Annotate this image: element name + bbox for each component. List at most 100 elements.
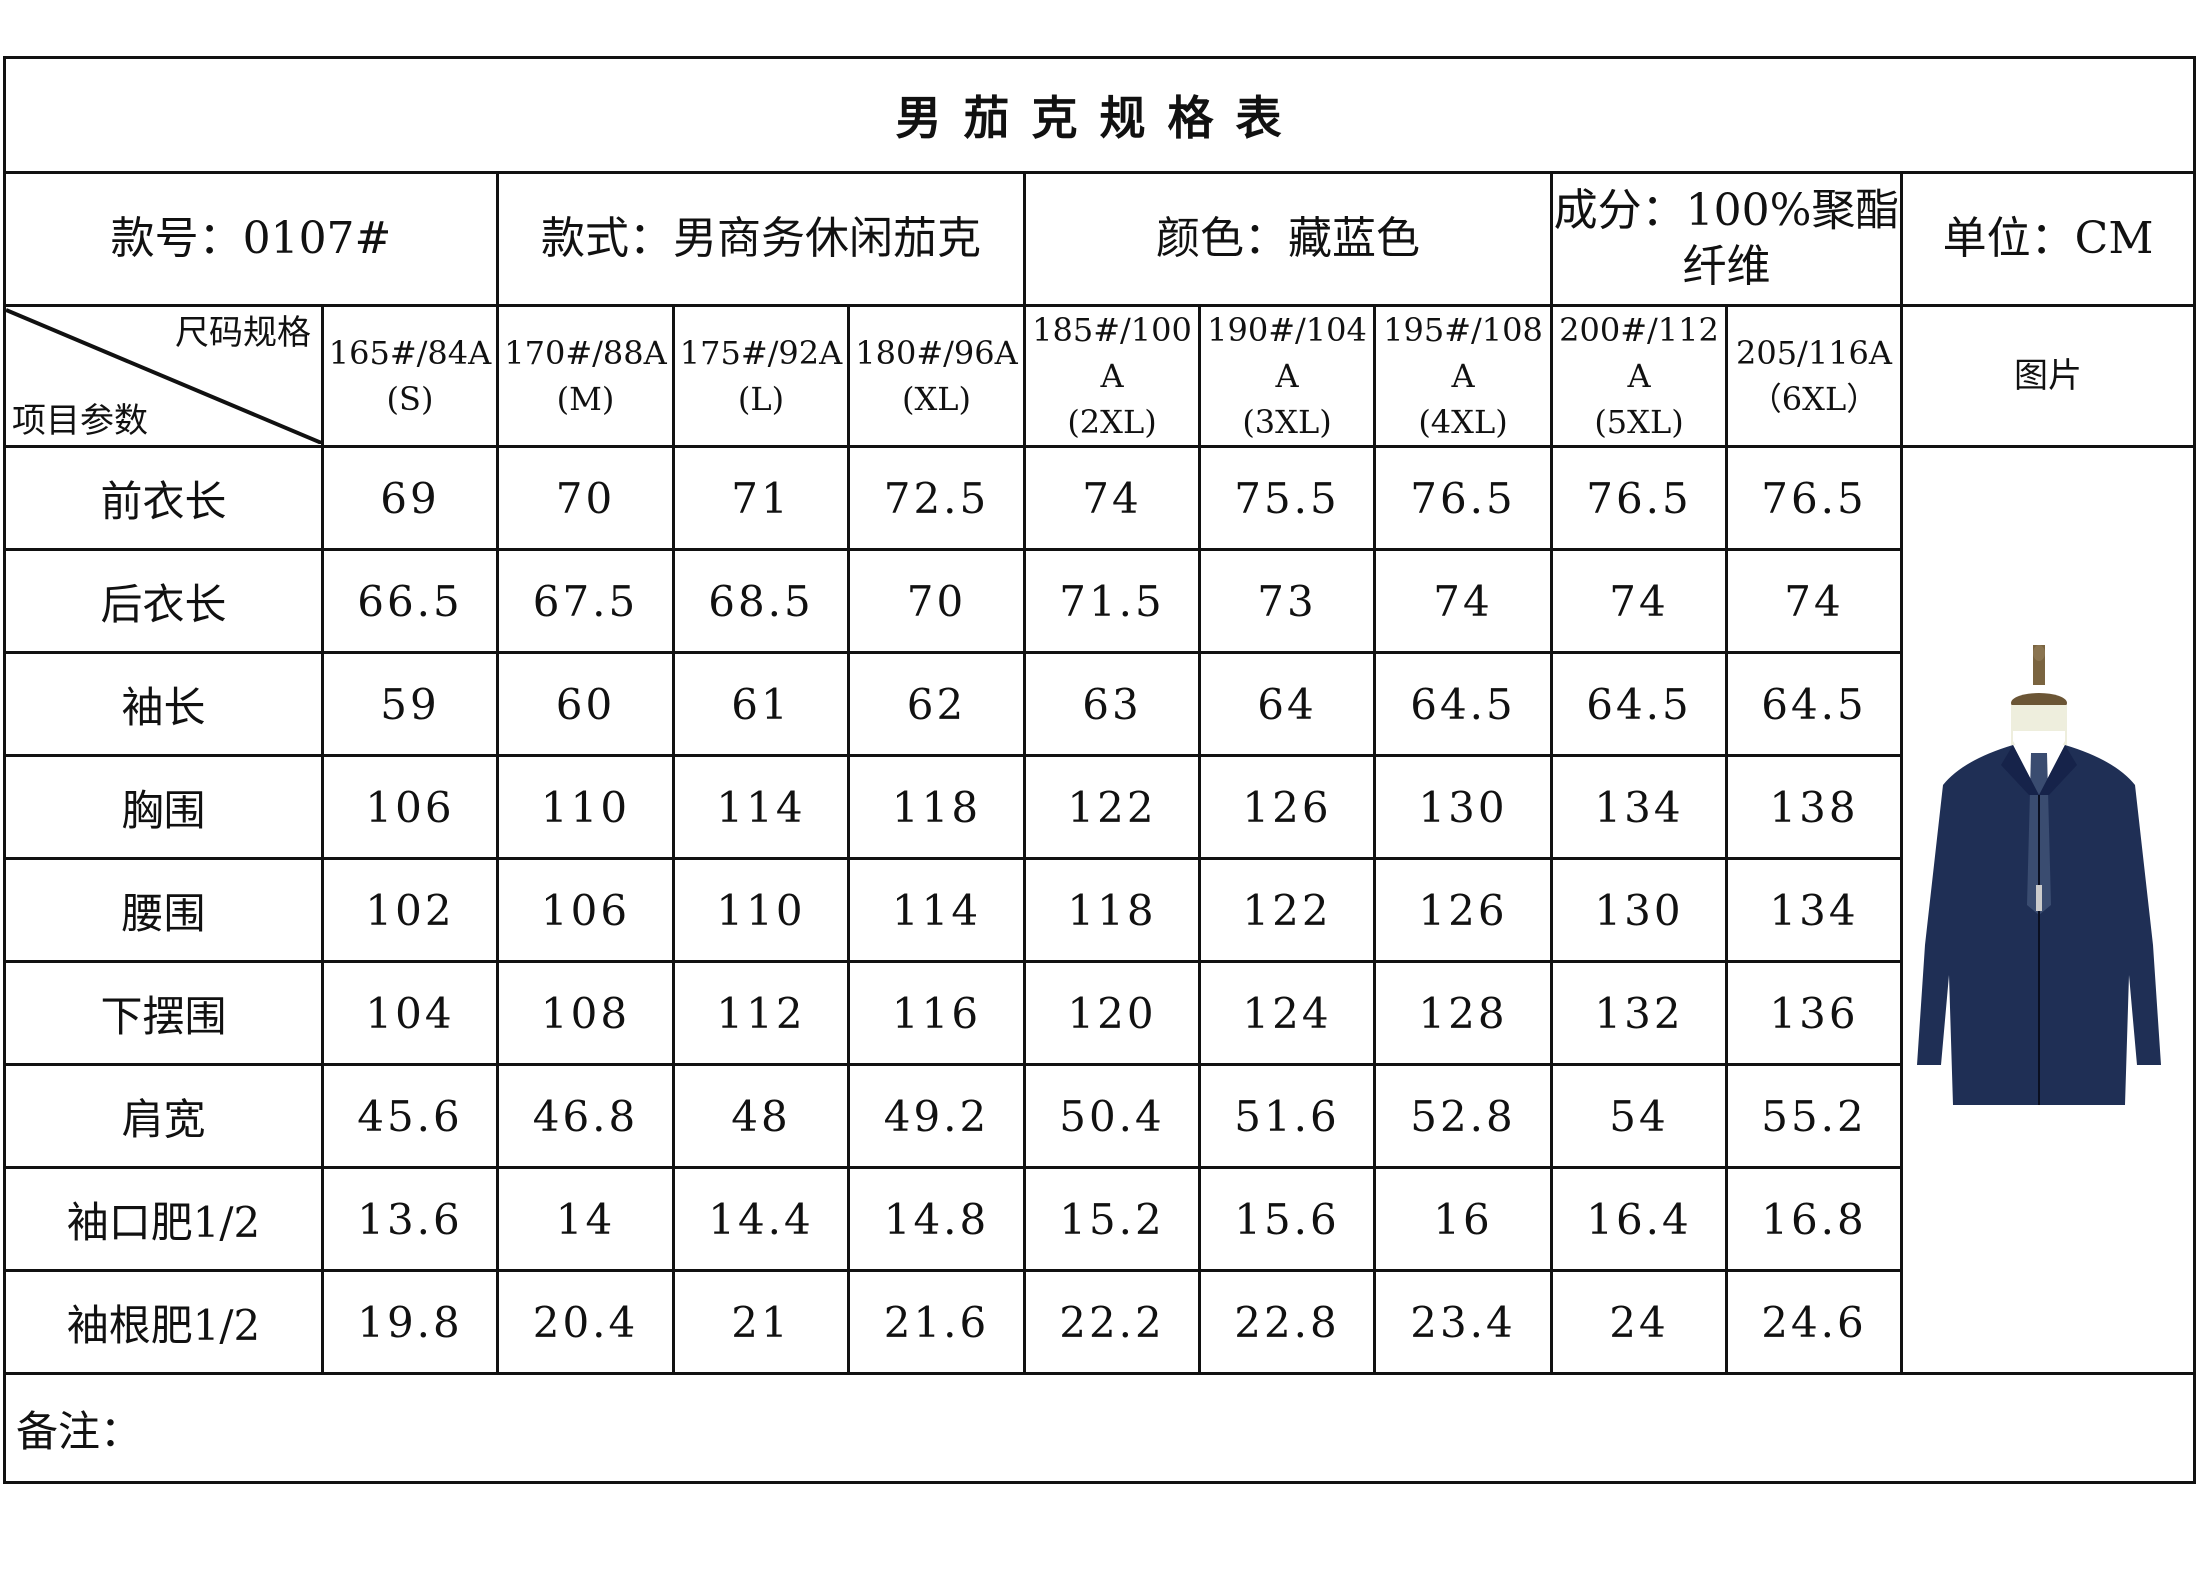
- table-cell: 74: [1725, 548, 1903, 654]
- table-cell: 126: [1373, 857, 1553, 963]
- table-cell: 70: [847, 548, 1026, 654]
- table-row: 袖根肥1/2 19.8 20.4 21 21.6 22.2 22.8 23.4 24 24.6: [3, 1269, 2195, 1375]
- table-cell: 76.5: [1725, 445, 1903, 551]
- table-row: 下摆围 104 108 112 116 120 124 128 132 136: [3, 960, 2195, 1066]
- table-cell: 49.2: [847, 1063, 1026, 1169]
- row-label: 腰围: [3, 857, 324, 963]
- table-cell: 130: [1373, 754, 1553, 860]
- table-cell: 71.5: [1023, 548, 1201, 654]
- table-cell: 110: [672, 857, 850, 963]
- size-header-line: (3XL): [1242, 403, 1332, 441]
- table-cell: 72.5: [847, 445, 1026, 551]
- size-header-line: 165#/84A: [328, 334, 492, 372]
- table-cell: 112: [672, 960, 850, 1066]
- size-header-line: (M): [556, 380, 615, 418]
- table-title: 男茄克规格表: [2, 56, 2196, 174]
- table-cell: 14.4: [672, 1166, 850, 1272]
- size-header-line: A: [1100, 357, 1124, 395]
- size-header-line: 195#/108: [1383, 311, 1543, 349]
- parameter-label: 项目参数: [12, 401, 148, 441]
- size-header: 190#/104 A (3XL): [1198, 304, 1376, 448]
- size-header: 185#/100 A (2XL): [1023, 304, 1201, 448]
- table-cell: 64.5: [1725, 651, 1903, 757]
- remarks: 备注：: [2, 1372, 2196, 1484]
- table-cell: 64.5: [1550, 651, 1728, 757]
- table-cell: 64: [1198, 651, 1376, 757]
- table-cell: 55.2: [1725, 1063, 1903, 1169]
- table-cell: 68.5: [672, 548, 850, 654]
- size-header-line: (L): [737, 380, 785, 418]
- corner-header: 尺码规格 项目参数: [3, 304, 324, 448]
- size-header-line: (5XL): [1594, 403, 1684, 441]
- size-header-line: 170#/88A: [504, 334, 667, 372]
- table-cell: 15.6: [1198, 1166, 1376, 1272]
- jacket-image: [1917, 645, 2162, 1105]
- table-cell: 24.6: [1725, 1269, 1903, 1375]
- jacket-photo: [1899, 445, 2196, 1375]
- table-cell: 122: [1023, 754, 1201, 860]
- table-cell: 74: [1550, 548, 1728, 654]
- composition-line: 纤维: [1682, 241, 1771, 292]
- table-row: 袖口肥1/2 13.6 14 14.4 14.8 15.2 15.6 16 16.4 16.8: [3, 1166, 2195, 1272]
- table-cell: 106: [496, 857, 675, 963]
- table-row: 前衣长 69 70 71 72.5 74 75.5 76.5 76.5 76.5: [3, 445, 2196, 1375]
- table-cell: 54: [1550, 1063, 1728, 1169]
- table-cell: 136: [1725, 960, 1903, 1066]
- table-cell: 74: [1373, 548, 1553, 654]
- size-header: 175#/92A (L): [672, 304, 850, 448]
- table-cell: 70: [496, 445, 675, 551]
- table-cell: 130: [1550, 857, 1728, 963]
- row-label: 胸围: [3, 754, 324, 860]
- color-info: 颜色：藏蓝色: [1023, 171, 1553, 307]
- table-cell: 50.4: [1023, 1063, 1201, 1169]
- table-cell: 21.6: [847, 1269, 1026, 1375]
- table-cell: 76.5: [1550, 445, 1728, 551]
- table-cell: 73: [1198, 548, 1376, 654]
- table-cell: 110: [496, 754, 675, 860]
- table-cell: 138: [1725, 754, 1903, 860]
- size-header: 180#/96A (XL): [847, 304, 1026, 448]
- size-spec-label: 尺码规格: [175, 313, 311, 353]
- table-cell: 67.5: [496, 548, 675, 654]
- table-cell: 22.8: [1198, 1269, 1376, 1375]
- size-header-line: A: [1627, 357, 1651, 395]
- composition: 成分：100%聚酯 纤维: [1550, 171, 1903, 307]
- table-cell: 59: [321, 651, 499, 757]
- row-label: 后衣长: [3, 548, 324, 654]
- table-cell: 63: [1023, 651, 1201, 757]
- table-row: 袖长 59 60 61 62 63 64 64.5 64.5 64.5: [3, 651, 2195, 757]
- row-label: 袖长: [3, 651, 324, 757]
- table-row: 胸围 106 110 114 118 122 126 130 134 138: [3, 754, 2195, 860]
- size-header-line: A: [1275, 357, 1299, 395]
- row-label: 前衣长: [3, 445, 324, 551]
- table-cell: 48: [672, 1063, 850, 1169]
- table-cell: 66.5: [321, 548, 499, 654]
- table-cell: 128: [1373, 960, 1553, 1066]
- table-cell: 108: [496, 960, 675, 1066]
- table-cell: 134: [1550, 754, 1728, 860]
- size-header-line: (4XL): [1418, 403, 1508, 441]
- table-cell: 16: [1373, 1166, 1553, 1272]
- table-row: 肩宽 45.6 46.8 48 49.2 50.4 51.6 52.8 54 55.2: [3, 1063, 2195, 1169]
- table-row: 后衣长 66.5 67.5 68.5 70 71.5 73 74 74 74: [3, 548, 2195, 654]
- table-cell: 46.8: [496, 1063, 675, 1169]
- table-row: 腰围 102 106 110 114 118 122 126 130 134: [3, 857, 2195, 963]
- table-cell: 114: [672, 754, 850, 860]
- row-label: 袖根肥1/2: [3, 1269, 324, 1375]
- table-cell: 14.8: [847, 1166, 1026, 1272]
- table-cell: 118: [847, 754, 1026, 860]
- table-cell: 15.2: [1023, 1166, 1201, 1272]
- table-cell: 21: [672, 1269, 850, 1375]
- size-header-line: A: [1451, 357, 1475, 395]
- size-header-line: (XL): [902, 380, 971, 418]
- table-cell: 64.5: [1373, 651, 1553, 757]
- size-header: 200#/112 A (5XL): [1550, 304, 1728, 448]
- size-header-line: 175#/92A: [679, 334, 843, 372]
- size-header: 195#/108 A (4XL): [1373, 304, 1553, 448]
- size-header-line: 200#/112: [1559, 311, 1719, 349]
- size-header-line: （6XL）: [1749, 380, 1879, 418]
- size-header-line: 190#/104: [1207, 311, 1367, 349]
- style-name: 款式：男商务休闲茄克: [496, 171, 1026, 307]
- table-cell: 13.6: [321, 1166, 499, 1272]
- table-cell: 75.5: [1198, 445, 1376, 551]
